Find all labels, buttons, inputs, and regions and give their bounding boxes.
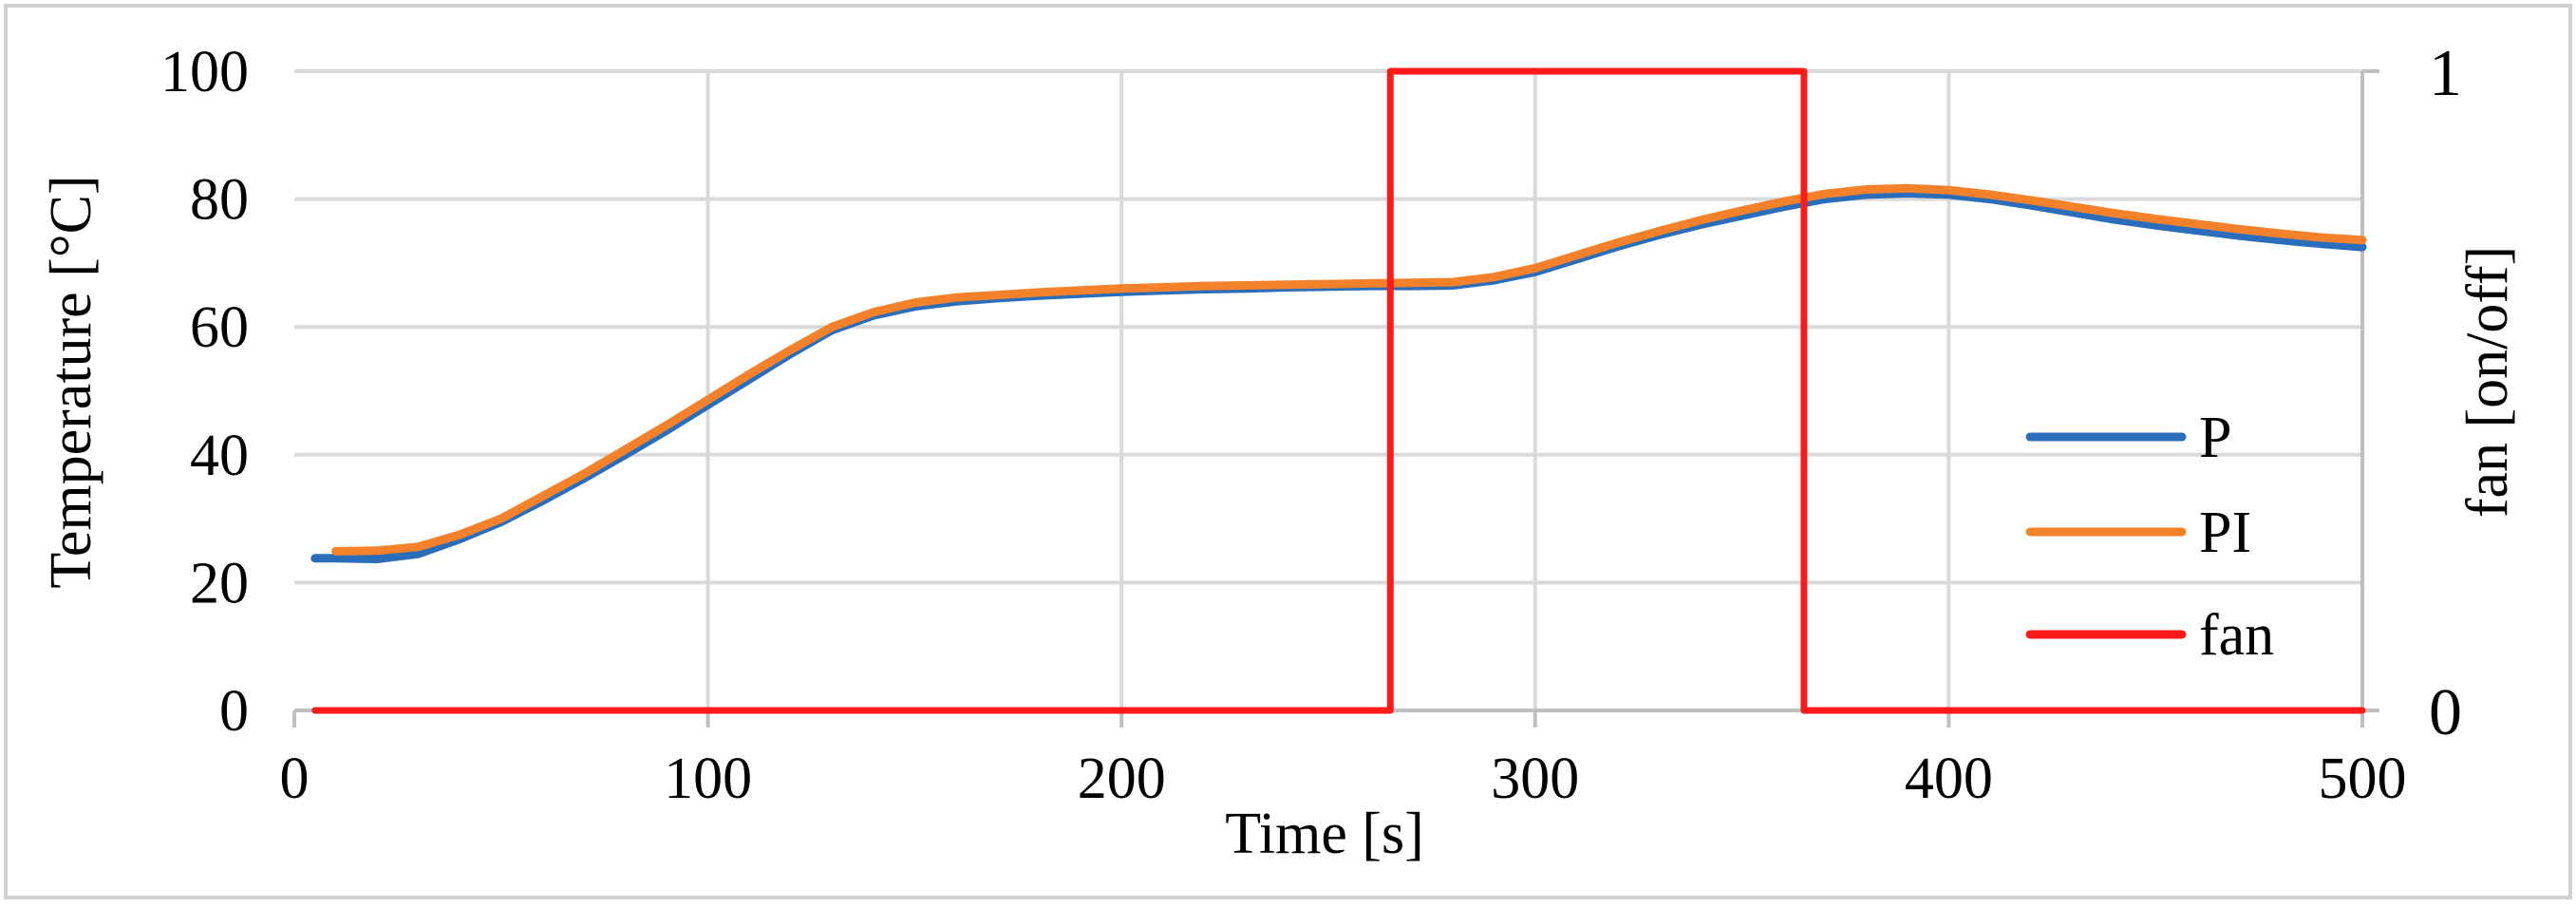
y-tick-label: 20 [190, 551, 249, 615]
tick-labels: 0 20 40 60 80 100 0 100 200 300 400 500 0 1 [160, 37, 2462, 811]
y-tick-label: 60 [190, 295, 249, 360]
y2-tick-label: 1 [2429, 37, 2462, 110]
chart-border [4, 4, 2572, 899]
y2-tick-label: 0 [2429, 676, 2462, 749]
x-tick-label: 300 [1491, 747, 1579, 811]
gridlines [294, 69, 2364, 710]
x-tick-label: 100 [664, 747, 752, 811]
series-line-pi [331, 183, 2367, 556]
y-tick-label: 80 [190, 168, 249, 233]
legend-label-p: P [2199, 406, 2231, 470]
series-line-fan [311, 67, 2366, 714]
y-tick-label: 0 [219, 679, 249, 744]
y-tick-label: 100 [160, 40, 249, 104]
y-tick-label: 40 [190, 424, 249, 488]
x-tick-label: 400 [1905, 747, 1993, 811]
legend-label-fan: fan [2199, 603, 2274, 668]
y2-axis-title: fan [on/off] [2455, 246, 2520, 518]
x-tick-label: 200 [1078, 747, 1166, 811]
x-tick-label: 0 [280, 747, 310, 811]
y-axis-title: Temperature [°C] [39, 175, 103, 588]
legend: P PI fan [2025, 406, 2274, 668]
x-axis-title: Time [s] [1225, 802, 1424, 866]
x-tick-label: 500 [2319, 747, 2407, 811]
series-lines [310, 67, 2367, 714]
legend-label-pi: PI [2199, 501, 2251, 565]
